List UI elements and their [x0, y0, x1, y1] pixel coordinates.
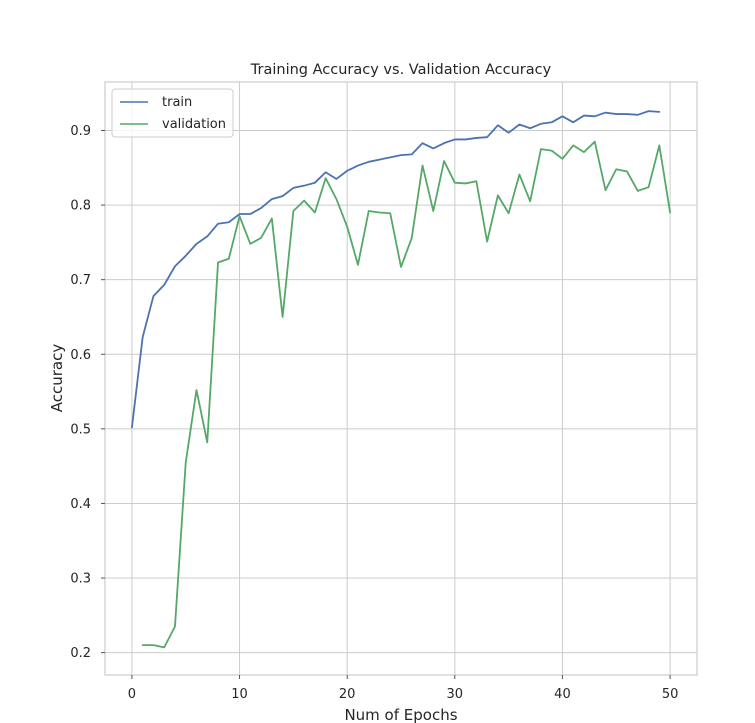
legend: train validation: [111, 88, 234, 138]
series-line-train: [131, 110, 661, 429]
plot-area-frame: [104, 81, 698, 676]
y-tick-label: 0.6: [70, 348, 91, 363]
grid-layer: [105, 82, 697, 675]
y-tick-label: 0.7: [70, 273, 91, 288]
x-tick-label: 0: [128, 687, 136, 702]
x-tick-label: 40: [554, 687, 571, 702]
chart-title: Training Accuracy vs. Validation Accurac…: [250, 62, 552, 78]
series-line-validation: [141, 140, 671, 649]
x-tick-label: 30: [447, 687, 464, 702]
x-tick-label: 10: [231, 687, 248, 702]
y-tick-label: 0.9: [70, 124, 91, 139]
y-tick-label: 0.3: [70, 572, 91, 587]
legend-label-validation: validation: [162, 117, 226, 132]
legend-label-train: train: [162, 95, 192, 110]
x-tick-label: 50: [662, 687, 679, 702]
x-tick-label: 20: [339, 687, 356, 702]
legend-box: [111, 88, 234, 138]
y-axis-label: Accuracy: [48, 344, 66, 413]
x-axis-label: Num of Epochs: [344, 706, 457, 723]
ticks-layer: 0 10 20 30 40 50 0.2 0.3 0.4 0.5 0.6 0.7 0.8 0.9: [70, 124, 678, 702]
series-layer: [131, 110, 671, 649]
y-tick-label: 0.8: [70, 199, 91, 214]
y-tick-label: 0.4: [70, 497, 91, 512]
y-tick-label: 0.2: [70, 646, 91, 661]
y-tick-label: 0.5: [70, 422, 91, 437]
